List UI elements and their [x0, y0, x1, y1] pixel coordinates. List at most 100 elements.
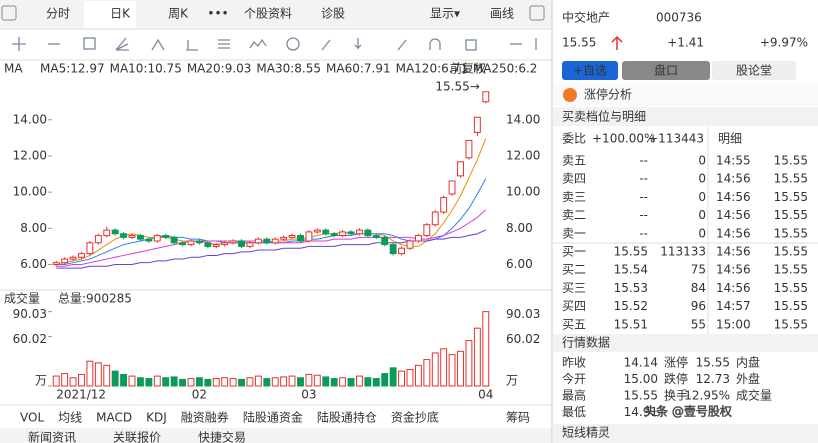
indicator-tab[interactable]: MACD [96, 411, 132, 425]
volume-bar [355, 375, 363, 387]
news-tab[interactable]: 关联报价 [113, 430, 161, 443]
detail-time: 15:00 [716, 317, 751, 331]
book-label: 买二 [562, 263, 586, 277]
x-tick-label: 04 [478, 388, 493, 402]
y-tick-label: 6.00 [506, 257, 533, 271]
candle-body [94, 235, 102, 244]
tab[interactable]: 分时 [46, 7, 70, 21]
volume-bar [120, 373, 128, 387]
candle-body [330, 233, 338, 237]
candle-body [246, 242, 254, 247]
candle-body [297, 235, 304, 242]
weibi-diff: +113443 [648, 132, 704, 146]
stat-cell: 内盘 [736, 355, 760, 370]
stock-name: 中交地产 [562, 10, 610, 25]
candle-body [221, 242, 229, 246]
candle-body [78, 253, 85, 258]
volume-bar [153, 375, 161, 387]
stat-cell: 14.91 [624, 405, 658, 419]
layout-icon[interactable] [1, 5, 17, 21]
drawing-tools[interactable] [12, 37, 537, 51]
section-title: 买卖档位与明细 [562, 109, 646, 124]
button-label[interactable]: 盘口 [654, 63, 678, 78]
candle-body [288, 235, 296, 238]
book-label: 买一 [562, 245, 586, 259]
candle-body [423, 224, 431, 237]
tab[interactable]: ••• [207, 7, 228, 21]
legend-entry: MA120:6.71 [396, 62, 468, 76]
indicator-tab[interactable]: VOL [20, 411, 44, 425]
tab[interactable]: 周K [168, 7, 189, 21]
section-bar [553, 424, 818, 443]
candle-body [465, 139, 473, 159]
volume-bar [170, 376, 178, 387]
y-tick-label: 8.00 [506, 221, 533, 235]
book-volume: 0 [698, 154, 706, 168]
tab[interactable]: 日K [110, 7, 131, 21]
volume-bar [136, 377, 144, 387]
detail-time: 14:56 [716, 208, 751, 222]
annotation: 前复权 [450, 61, 486, 76]
detail-title: 明细 [718, 132, 742, 146]
indicator-tab[interactable]: 筹码 [506, 411, 530, 425]
indicator-tab[interactable]: KDJ [146, 411, 167, 425]
stat-cell: 最低 [562, 405, 586, 419]
indicator-tab[interactable]: 融资融券 [181, 410, 229, 425]
book-volume: 75 [691, 263, 706, 277]
legend-entry: MA20:9.03 [187, 62, 252, 76]
news-bar [0, 428, 552, 443]
indicator-tab[interactable]: 陆股通持仓 [317, 410, 377, 425]
news-tab[interactable]: 快捷交易 [198, 430, 246, 443]
detail-time: 14:56 [716, 190, 751, 204]
y-tick-label: 12.00 [13, 148, 47, 162]
volume-bar [52, 375, 60, 387]
candle-body [364, 229, 372, 237]
watermark: 头条 @壹号股权 [644, 405, 732, 419]
volume-bar [322, 376, 330, 387]
sidebar-icon[interactable] [529, 5, 545, 21]
tab[interactable]: 个股资料 [244, 7, 292, 21]
volume-bar [128, 375, 136, 387]
detail-price: 15.55 [774, 190, 808, 204]
volume-bar [347, 378, 355, 387]
indicator-label: MA [4, 62, 23, 76]
book-label: 卖五 [562, 154, 586, 168]
candle-body [69, 256, 77, 260]
indicator-tab[interactable]: 均线 [58, 411, 82, 425]
candle-body [313, 229, 321, 233]
limit-analysis[interactable]: 涨停分析 [584, 87, 632, 102]
candle-body [414, 235, 422, 242]
content: 分时 日K 周K ••• 个股资料 诊股 显示▾ 画线 MA MA5:12.97 MA10:10.7… [4, 7, 808, 443]
legend-entry: MA250:6.2 [473, 62, 538, 76]
volume-bar [339, 377, 347, 387]
button[interactable] [622, 61, 710, 80]
stat-cell: 涨停 [664, 355, 688, 370]
y-tick-label: 10.00 [506, 185, 540, 199]
y-tick-label: 8.00 [20, 221, 47, 235]
candle-body [254, 238, 262, 244]
tab[interactable]: 画线 [490, 7, 514, 21]
news-tab[interactable]: 新闻资讯 [28, 430, 76, 443]
tab[interactable]: 诊股 [321, 7, 345, 21]
button-label[interactable]: 股论堂 [736, 64, 772, 78]
indicator-tab[interactable]: 陆股通资金 [243, 410, 303, 425]
candle-body [280, 236, 288, 240]
candle-body [431, 211, 439, 226]
indicator-tab[interactable]: 资金抄底 [391, 410, 439, 425]
y-tick-label: 90.03 [506, 307, 540, 321]
volume-bar [204, 378, 212, 387]
tab[interactable]: 显示▾ [430, 7, 460, 21]
candle-body [473, 116, 481, 133]
volume-bar [313, 374, 321, 387]
volume-bar [86, 360, 94, 387]
candle-body [136, 235, 144, 240]
volume-bar [431, 352, 439, 387]
candle-body [305, 231, 313, 242]
button-label[interactable]: +自选 [573, 64, 607, 78]
stock-change: +1.41 [667, 36, 704, 50]
volume-bar [398, 370, 406, 387]
x-tick-label: 03 [301, 388, 316, 402]
button[interactable] [562, 61, 618, 80]
volume-bar [406, 368, 414, 387]
button[interactable] [712, 61, 796, 80]
